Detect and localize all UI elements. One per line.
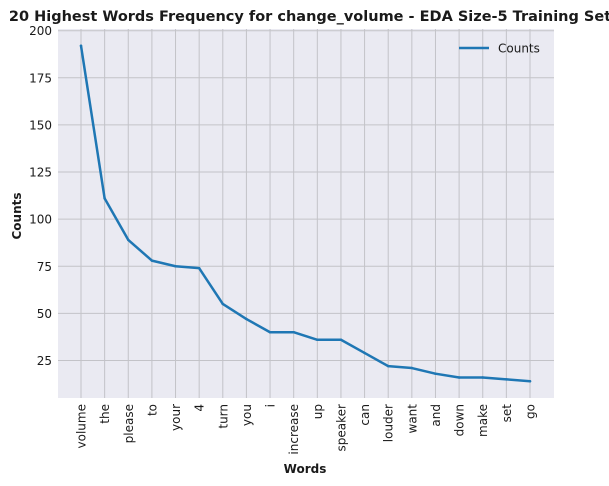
data-point [197,266,201,270]
x-tick-label: want [405,404,419,434]
data-point [292,330,295,334]
x-tick-label: down [453,404,467,436]
x-tick-label: 4 [193,404,207,412]
data-point [457,376,461,379]
y-axis-ticks: 25 50 75 100 125 150 175 200 [29,24,52,368]
y-tick-label: 75 [37,260,52,274]
x-tick-label: can [358,404,372,426]
x-tick-label: please [122,404,136,443]
x-axis-ticks: volume the please to your 4 turn you i increase up… [75,404,538,455]
data-point [363,351,366,355]
x-tick-label: your [169,404,183,431]
data-point [316,338,319,342]
data-point [127,238,130,242]
x-tick-label: set [500,404,514,423]
data-point [268,330,272,334]
x-tick-label: speaker [334,404,348,452]
x-tick-label: increase [287,404,301,455]
data-point [339,338,343,342]
x-tick-label: you [240,404,254,426]
series-layer [79,44,532,383]
data-point [221,302,225,306]
data-point [528,379,532,383]
x-tick-label: to [145,404,159,416]
x-tick-label: louder [382,404,396,442]
x-tick-label: the [98,404,112,424]
data-point [150,259,154,262]
data-point [481,376,484,379]
legend-label-counts: Counts [498,42,540,56]
x-tick-label: volume [75,404,89,448]
y-tick-label: 175 [29,71,52,85]
x-tick-label: up [311,404,325,419]
data-point [103,197,106,200]
plot-area [58,29,554,398]
legend: Counts [459,42,540,56]
y-tick-label: 25 [37,354,52,368]
y-tick-label: 100 [29,213,52,227]
x-tick-label: and [429,404,443,427]
y-tick-label: 150 [29,118,52,132]
chart-title: 20 Highest Words Frequency for change_vo… [9,9,609,25]
data-point [386,364,390,368]
x-tick-label: turn [216,404,230,429]
x-tick-label: make [476,404,490,437]
y-tick-label: 200 [29,24,52,38]
data-point [505,378,508,381]
x-axis-label: Words [284,462,327,476]
grid-lines [58,29,554,398]
data-point [79,44,83,48]
y-axis-label: Counts [10,192,24,239]
data-point [174,265,177,268]
data-point [245,317,248,321]
y-tick-label: 125 [29,166,52,180]
x-tick-label: i [264,404,278,407]
series-line-counts [79,44,532,383]
x-tick-label: go [524,404,538,419]
y-tick-label: 50 [37,307,52,321]
data-point [410,366,414,370]
data-point [434,372,437,375]
